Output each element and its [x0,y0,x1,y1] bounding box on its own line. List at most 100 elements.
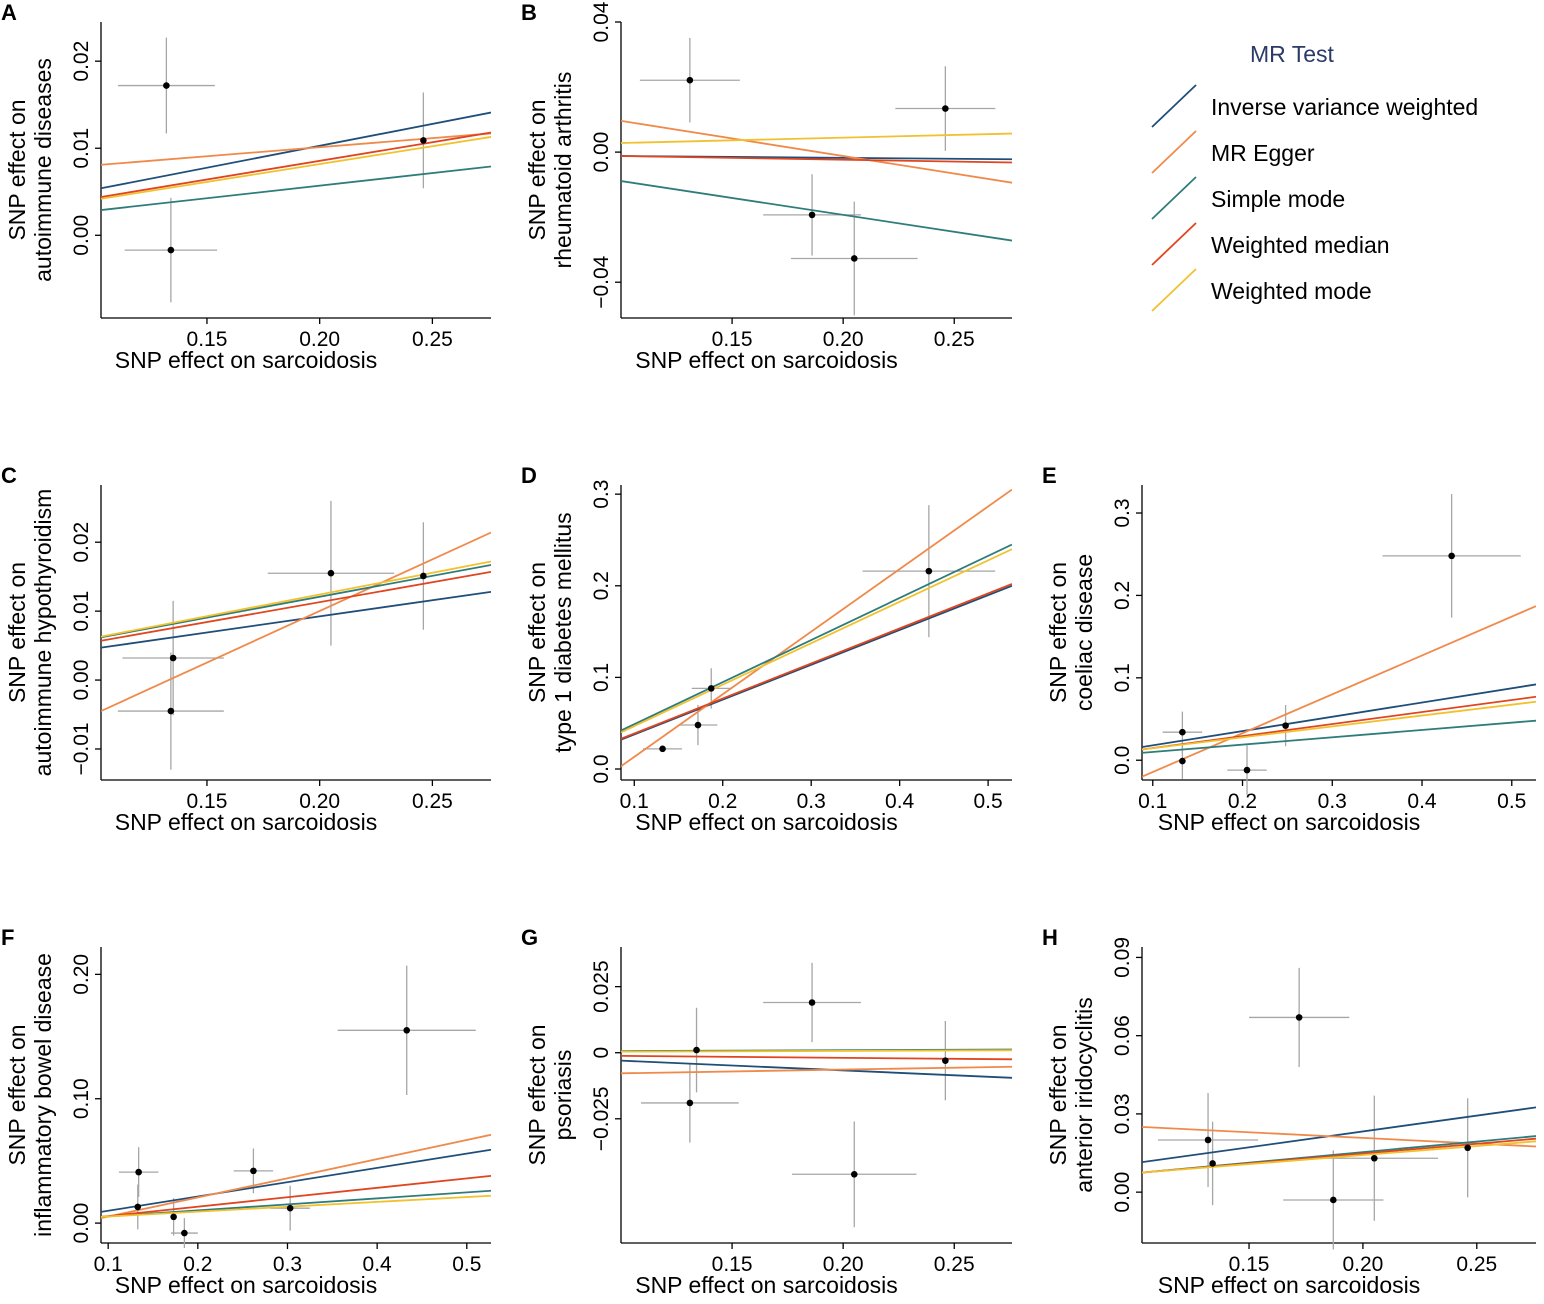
y-axis-title-line: coeliac disease [1071,554,1097,711]
y-tick-label: 0.00 [70,660,93,701]
x-tick-label: 0.2 [708,790,737,813]
y-tick-label: −0.01 [70,722,93,775]
x-tick-label: 0.20 [823,328,864,351]
legend-swatch [1151,268,1197,312]
panel-G: G 0.15 0.20 0.25 −0.025 0 0.025 SNP effect on s… [521,925,1012,1298]
snp-point [808,999,816,1006]
y-tick-label: 0.2 [1111,581,1134,610]
panel-letter: G [521,925,538,950]
regression-line [101,1174,491,1218]
x-tick-label: 0.4 [885,790,915,813]
regression-line [621,180,1012,242]
x-axis-title: SNP effect on sarcoidosis [635,809,898,835]
snp-point [420,137,427,144]
regression-lines [101,531,491,712]
x-tick-label: 0.3 [1318,790,1347,813]
panel-letter: C [1,463,17,488]
y-axis-title-line: autoimmune hypothyroidism [30,489,56,777]
regression-line [621,155,1012,164]
y-tick-label: 0.0 [590,754,613,783]
x-tick-label: 0.15 [187,790,228,813]
x-axis-title: SNP effect on sarcoidosis [635,347,898,373]
y-tick-label: 0.03 [1111,1093,1134,1134]
x-tick-label: 0.25 [412,328,453,351]
panel-letter: D [521,463,537,488]
regression-lines [101,111,491,211]
regression-lines [1142,605,1536,778]
panel-C: C 0.15 0.20 0.25 −0.01 0.00 0.01 0.02 SNP effect… [1,463,491,835]
legend-label: Simple mode [1211,186,1345,212]
snp-point [420,572,427,580]
regression-line [621,1054,1012,1061]
regression-line [101,590,491,649]
snp-point [1282,722,1289,729]
snp-point [1295,1014,1303,1021]
snp-point [694,721,702,729]
regression-line [621,488,1012,767]
regression-lines [621,119,1012,242]
legend-title: MR Test [1250,41,1335,67]
regression-line [621,1049,1012,1053]
snp-point [686,1099,694,1107]
snp-point [1179,757,1186,765]
regression-line [621,583,1012,740]
y-axis-title-line: type 1 diabetes mellitus [550,512,576,752]
snp-point [170,1213,177,1221]
y-tick-label: 0.06 [1111,1015,1134,1056]
y-tick-label: −0.025 [590,1086,613,1151]
x-tick-label: 0.1 [94,1253,123,1276]
x-tick-label: 0.20 [1342,1253,1383,1276]
regression-line [1142,605,1536,778]
regression-lines [621,1048,1012,1079]
legend: MR Test Inverse variance weighted MR Egge… [1151,41,1478,312]
snp-point [135,1168,142,1176]
legend-swatch [1151,176,1197,220]
x-tick-label: 0.5 [452,1253,481,1276]
x-tick-label: 0.20 [299,328,340,351]
x-tick-label: 0.1 [620,790,649,813]
x-tick-label: 0.4 [1407,790,1437,813]
regression-line [1142,1140,1536,1174]
panel-A: A 0.15 0.20 0.25 0.00 0.01 0.02 SNP effect on s… [1,0,491,373]
y-tick-label: 0.1 [1111,663,1134,692]
snp-point [167,707,175,715]
x-tick-label: 0.4 [363,1253,393,1276]
x-tick-label: 0.3 [273,1253,302,1276]
legend-label: MR Egger [1211,140,1315,166]
y-tick-label: 0.10 [70,1078,93,1119]
x-axis-title: SNP effect on sarcoidosis [115,347,378,373]
snp-point [1204,1136,1212,1144]
y-axis-title-line: autoimmune diseases [30,58,56,282]
snp-point [286,1204,294,1212]
panel-letter: H [1042,925,1058,950]
snp-point [1209,1160,1216,1167]
y-axis-title-line: rheumatoid arthritis [550,72,576,269]
y-tick-label: 0.00 [70,215,93,256]
x-tick-label: 0.2 [1228,790,1257,813]
x-tick-label: 0.2 [183,1253,212,1276]
regression-line [1142,1106,1536,1164]
y-tick-label: 0.1 [590,663,613,692]
regression-line [1142,700,1536,751]
panel-B: B 0.15 0.20 0.25 −0.04 0.00 0.04 SNP effect on … [521,0,1012,373]
regression-line [101,131,491,198]
snp-point [693,1046,700,1054]
snp-point [942,105,949,112]
snp-point [134,1203,142,1211]
snp-point [1330,1196,1337,1204]
snp-point [659,745,666,753]
y-axis-title-line: psoriasis [550,1050,576,1141]
y-tick-label: −0.04 [590,255,613,308]
y-axis-title-line: inflammatory bowel disease [30,953,56,1237]
x-axis-title: SNP effect on sarcoidosis [1158,809,1421,835]
snp-point [850,1170,858,1178]
x-tick-label: 0.25 [934,328,975,351]
panel-letter: A [1,0,17,25]
snp-point [942,1057,949,1064]
snp-point [327,569,335,577]
regression-line [101,111,491,190]
regression-line [101,132,491,166]
legend-swatch [1151,222,1197,266]
